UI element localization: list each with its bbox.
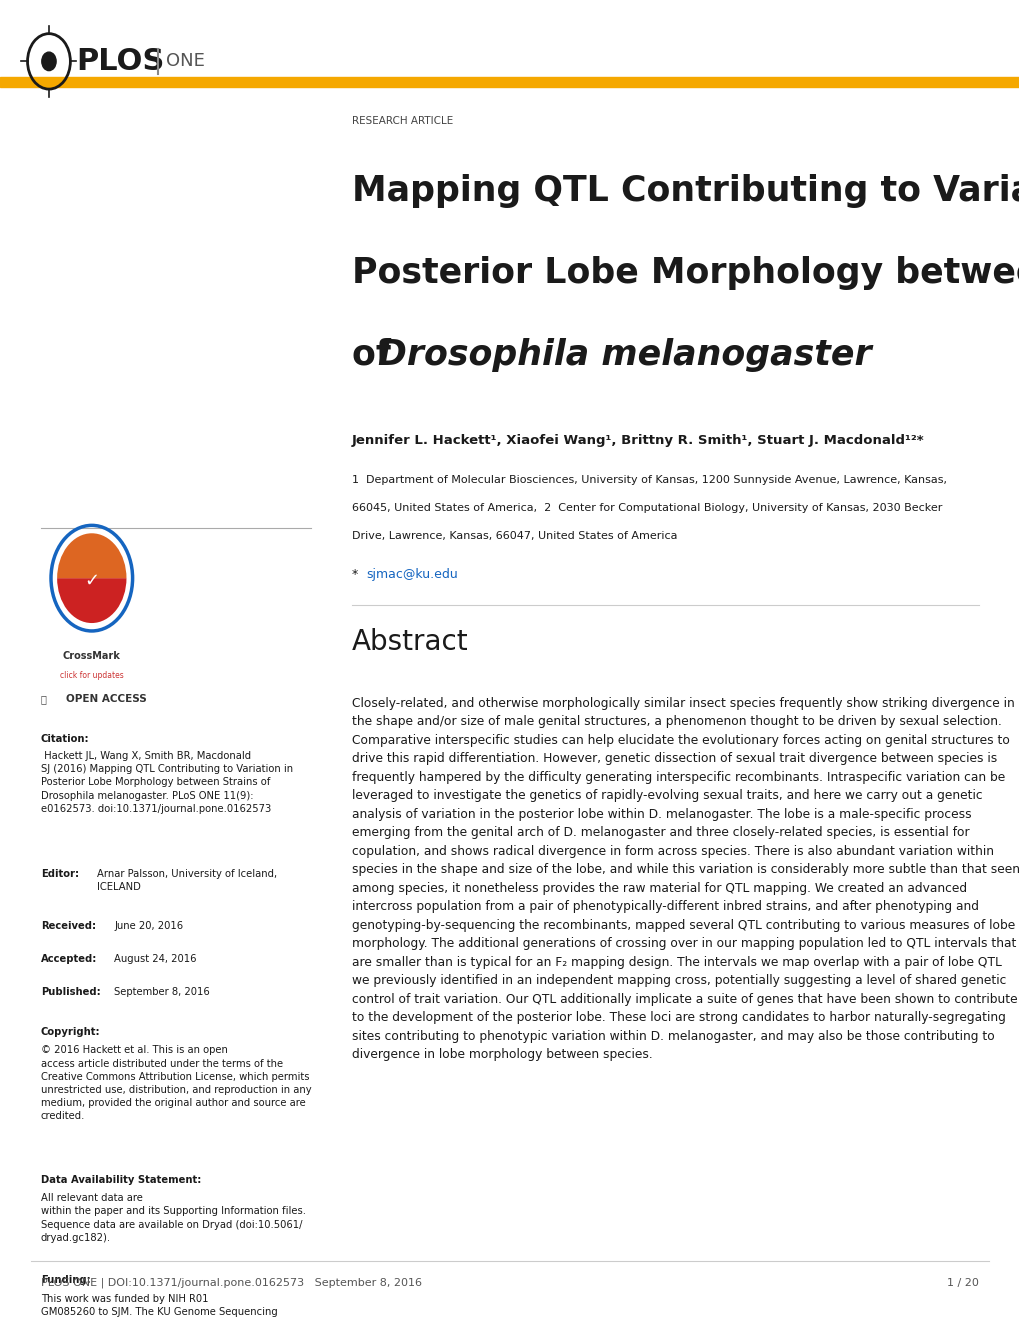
Text: Posterior Lobe Morphology between Strains: Posterior Lobe Morphology between Strain…: [352, 256, 1019, 290]
Text: Mapping QTL Contributing to Variation in: Mapping QTL Contributing to Variation in: [352, 174, 1019, 209]
Text: August 24, 2016: August 24, 2016: [114, 954, 197, 965]
Text: 66045, United States of America,  2  Center for Computational Biology, Universit: 66045, United States of America, 2 Cente…: [352, 503, 942, 513]
Text: Closely-related, and otherwise morphologically similar insect species frequently: Closely-related, and otherwise morpholog…: [352, 697, 1019, 1061]
Wedge shape: [57, 578, 126, 623]
Text: Abstract: Abstract: [352, 628, 468, 656]
Text: 1 / 20: 1 / 20: [947, 1278, 978, 1288]
Text: PLOS: PLOS: [76, 48, 165, 75]
Text: ✓: ✓: [85, 572, 99, 590]
Text: CrossMark: CrossMark: [63, 651, 120, 661]
Text: Funding:: Funding:: [41, 1275, 91, 1286]
Text: ONE: ONE: [166, 53, 205, 70]
Text: Drosophila melanogaster: Drosophila melanogaster: [378, 338, 871, 372]
Circle shape: [42, 51, 56, 70]
Text: This work was funded by NIH R01
GM085260 to SJM. The KU Genome Sequencing
Core i: This work was funded by NIH R01 GM085260…: [41, 1294, 288, 1320]
Text: June 20, 2016: June 20, 2016: [114, 921, 183, 932]
Text: of: of: [352, 338, 403, 372]
Text: Copyright:: Copyright:: [41, 1027, 100, 1038]
Text: Arnar Palsson, University of Iceland,
ICELAND: Arnar Palsson, University of Iceland, IC…: [97, 869, 277, 892]
Text: Received:: Received:: [41, 921, 96, 932]
Text: Hackett JL, Wang X, Smith BR, Macdonald
SJ (2016) Mapping QTL Contributing to Va: Hackett JL, Wang X, Smith BR, Macdonald …: [41, 751, 292, 814]
Text: September 8, 2016: September 8, 2016: [114, 987, 210, 998]
Text: sjmac@ku.edu: sjmac@ku.edu: [366, 568, 458, 581]
Text: click for updates: click for updates: [60, 671, 123, 680]
Wedge shape: [57, 533, 126, 578]
Text: Drive, Lawrence, Kansas, 66047, United States of America: Drive, Lawrence, Kansas, 66047, United S…: [352, 531, 677, 541]
Text: RESEARCH ARTICLE: RESEARCH ARTICLE: [352, 116, 452, 127]
Text: Jennifer L. Hackett¹, Xiaofei Wang¹, Brittny R. Smith¹, Stuart J. Macdonald¹²*: Jennifer L. Hackett¹, Xiaofei Wang¹, Bri…: [352, 434, 923, 447]
Text: Editor:: Editor:: [41, 869, 78, 879]
Text: 1  Department of Molecular Biosciences, University of Kansas, 1200 Sunnyside Ave: 1 Department of Molecular Biosciences, U…: [352, 475, 946, 486]
Text: Accepted:: Accepted:: [41, 954, 97, 965]
Text: *: *: [352, 568, 362, 581]
Text: PLOS ONE | DOI:10.1371/journal.pone.0162573   September 8, 2016: PLOS ONE | DOI:10.1371/journal.pone.0162…: [41, 1278, 422, 1288]
Text: Published:: Published:: [41, 987, 101, 998]
Text: © 2016 Hackett et al. This is an open
access article distributed under the terms: © 2016 Hackett et al. This is an open ac…: [41, 1045, 311, 1122]
Text: Data Availability Statement:: Data Availability Statement:: [41, 1175, 201, 1185]
Text: 🔓: 🔓: [41, 694, 47, 705]
Text: Citation:: Citation:: [41, 734, 90, 744]
Bar: [0, 77, 1019, 87]
Text: OPEN ACCESS: OPEN ACCESS: [66, 694, 147, 705]
Text: All relevant data are
within the paper and its Supporting Information files.
Seq: All relevant data are within the paper a…: [41, 1193, 306, 1243]
